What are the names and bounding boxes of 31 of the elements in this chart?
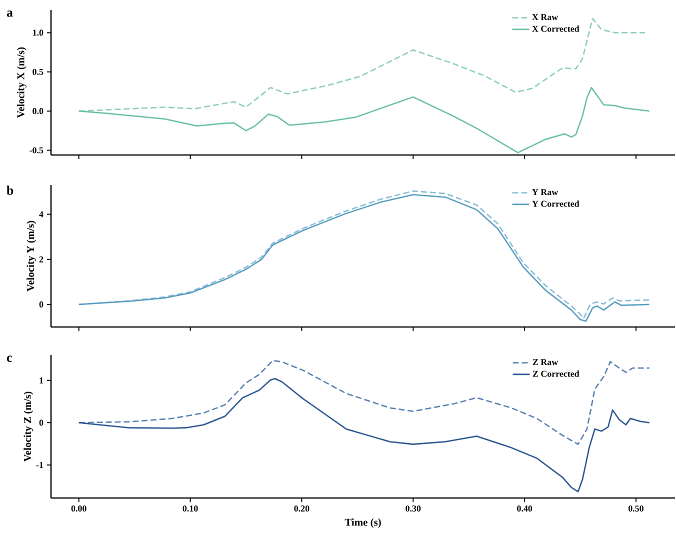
y-tick-label: 2 — [39, 256, 44, 262]
x-tick-label: 0.20 — [294, 505, 310, 512]
y-axis-title: Velocity X (m/s) — [16, 47, 26, 118]
x-tick-label: 0.30 — [406, 505, 421, 512]
x-tick-label: 0.00 — [71, 505, 86, 512]
legend-label: X Corrected — [532, 26, 580, 32]
y-tick-label: -1 — [36, 462, 44, 468]
text: b — [6, 186, 14, 195]
x-axis-title: Time (s) — [344, 518, 381, 528]
legend-label: X Raw — [532, 14, 558, 20]
line-series — [78, 378, 650, 492]
x-tick-label: 0.50 — [628, 505, 644, 512]
text: c — [6, 356, 12, 362]
y-axis-title: Velocity Z (m/s) — [24, 392, 34, 462]
y-tick-label: 0.5 — [32, 68, 44, 75]
x-tick-label: 0.40 — [517, 505, 532, 512]
y-tick-label: 0 — [39, 420, 44, 426]
y-tick-label: 0 — [39, 301, 44, 308]
legend-label: Y Raw — [532, 189, 558, 196]
legend-label: Z Corrected — [532, 370, 580, 377]
y-tick-label: 1 — [40, 377, 44, 384]
legend-label: Z Raw — [532, 359, 558, 366]
text: a — [6, 10, 13, 17]
y-tick-label: 4 — [39, 211, 44, 218]
y-tick-label: 1.0 — [33, 30, 44, 36]
line-series — [78, 86, 650, 154]
y-axis-title: Velocity Y (m/s) — [26, 220, 36, 292]
y-tick-label: -0.5 — [30, 147, 44, 154]
legend-label: Y Corrected — [532, 200, 580, 207]
y-tick-label: 0.0 — [32, 108, 44, 114]
x-tick-label: 0.10 — [182, 505, 198, 512]
